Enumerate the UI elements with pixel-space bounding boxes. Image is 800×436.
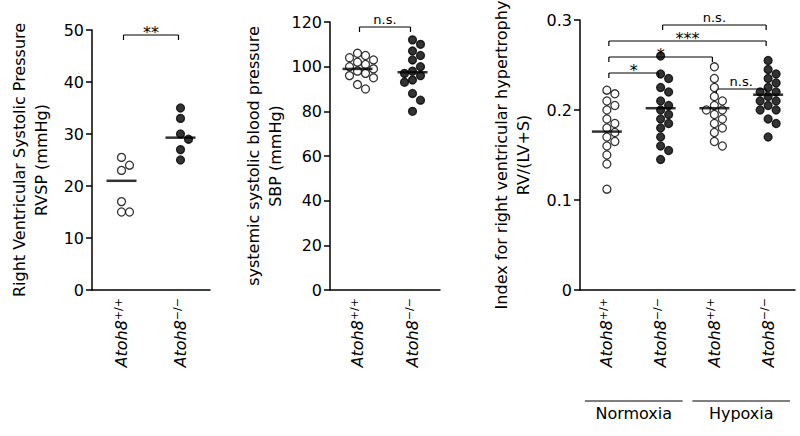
svg-text:Atoh8: Atoh8 xyxy=(348,320,367,368)
svg-text:0: 0 xyxy=(312,281,322,300)
svg-text:120: 120 xyxy=(291,13,322,32)
svg-text:***: *** xyxy=(676,29,700,48)
svg-text:Right Ventricular Systolic Pre: Right Ventricular Systolic Pressure xyxy=(10,23,29,297)
svg-text:n.s.: n.s. xyxy=(730,74,753,89)
svg-text:50: 50 xyxy=(64,21,84,40)
svg-text:0.3: 0.3 xyxy=(547,11,572,30)
svg-text:Index for right ventricular hy: Index for right ventricular hypertrophy xyxy=(492,1,511,310)
svg-text:100: 100 xyxy=(291,57,322,76)
svg-text:60: 60 xyxy=(302,147,322,166)
svg-text:+/+: +/+ xyxy=(348,298,361,320)
svg-text:*: * xyxy=(657,45,665,64)
svg-text:−/−: −/− xyxy=(758,298,771,320)
svg-text:30: 30 xyxy=(64,125,84,144)
svg-text:systemic systolic blood pressu: systemic systolic blood pressure xyxy=(244,26,263,286)
svg-text:40: 40 xyxy=(64,73,84,92)
svg-text:Atoh8: Atoh8 xyxy=(651,320,670,368)
svg-text:Atoh8: Atoh8 xyxy=(705,320,724,368)
svg-text:20: 20 xyxy=(64,177,84,196)
svg-text:Atoh8: Atoh8 xyxy=(403,320,422,368)
svg-text:0: 0 xyxy=(562,281,572,300)
svg-text:n.s.: n.s. xyxy=(703,10,726,25)
svg-text:−/−: −/− xyxy=(651,298,664,320)
svg-text:+/+: +/+ xyxy=(112,298,125,320)
svg-text:0.2: 0.2 xyxy=(547,101,572,120)
svg-text:Atoh8: Atoh8 xyxy=(597,320,616,368)
svg-text:Atoh8: Atoh8 xyxy=(112,320,131,368)
svg-text:0: 0 xyxy=(74,281,84,300)
svg-text:−/−: −/− xyxy=(403,298,416,320)
svg-text:RV/(LV+S): RV/(LV+S) xyxy=(514,115,533,196)
svg-text:**: ** xyxy=(143,23,159,42)
svg-text:SBP (mmHg): SBP (mmHg) xyxy=(266,105,285,207)
svg-text:+/+: +/+ xyxy=(704,298,717,320)
svg-text:Atoh8: Atoh8 xyxy=(171,320,190,368)
svg-text:+/+: +/+ xyxy=(597,298,610,320)
svg-text:*: * xyxy=(630,61,638,80)
svg-text:n.s.: n.s. xyxy=(373,12,396,27)
svg-text:Atoh8: Atoh8 xyxy=(759,320,778,368)
svg-text:40: 40 xyxy=(302,191,322,210)
svg-text:−/−: −/− xyxy=(171,298,184,320)
svg-text:10: 10 xyxy=(64,229,84,248)
svg-text:Normoxia: Normoxia xyxy=(595,404,672,423)
svg-text:RVSP (mmHg): RVSP (mmHg) xyxy=(32,104,51,216)
svg-text:Hypoxia: Hypoxia xyxy=(709,404,774,423)
svg-text:0.1: 0.1 xyxy=(547,191,572,210)
svg-text:80: 80 xyxy=(302,102,322,121)
svg-text:20: 20 xyxy=(302,236,322,255)
